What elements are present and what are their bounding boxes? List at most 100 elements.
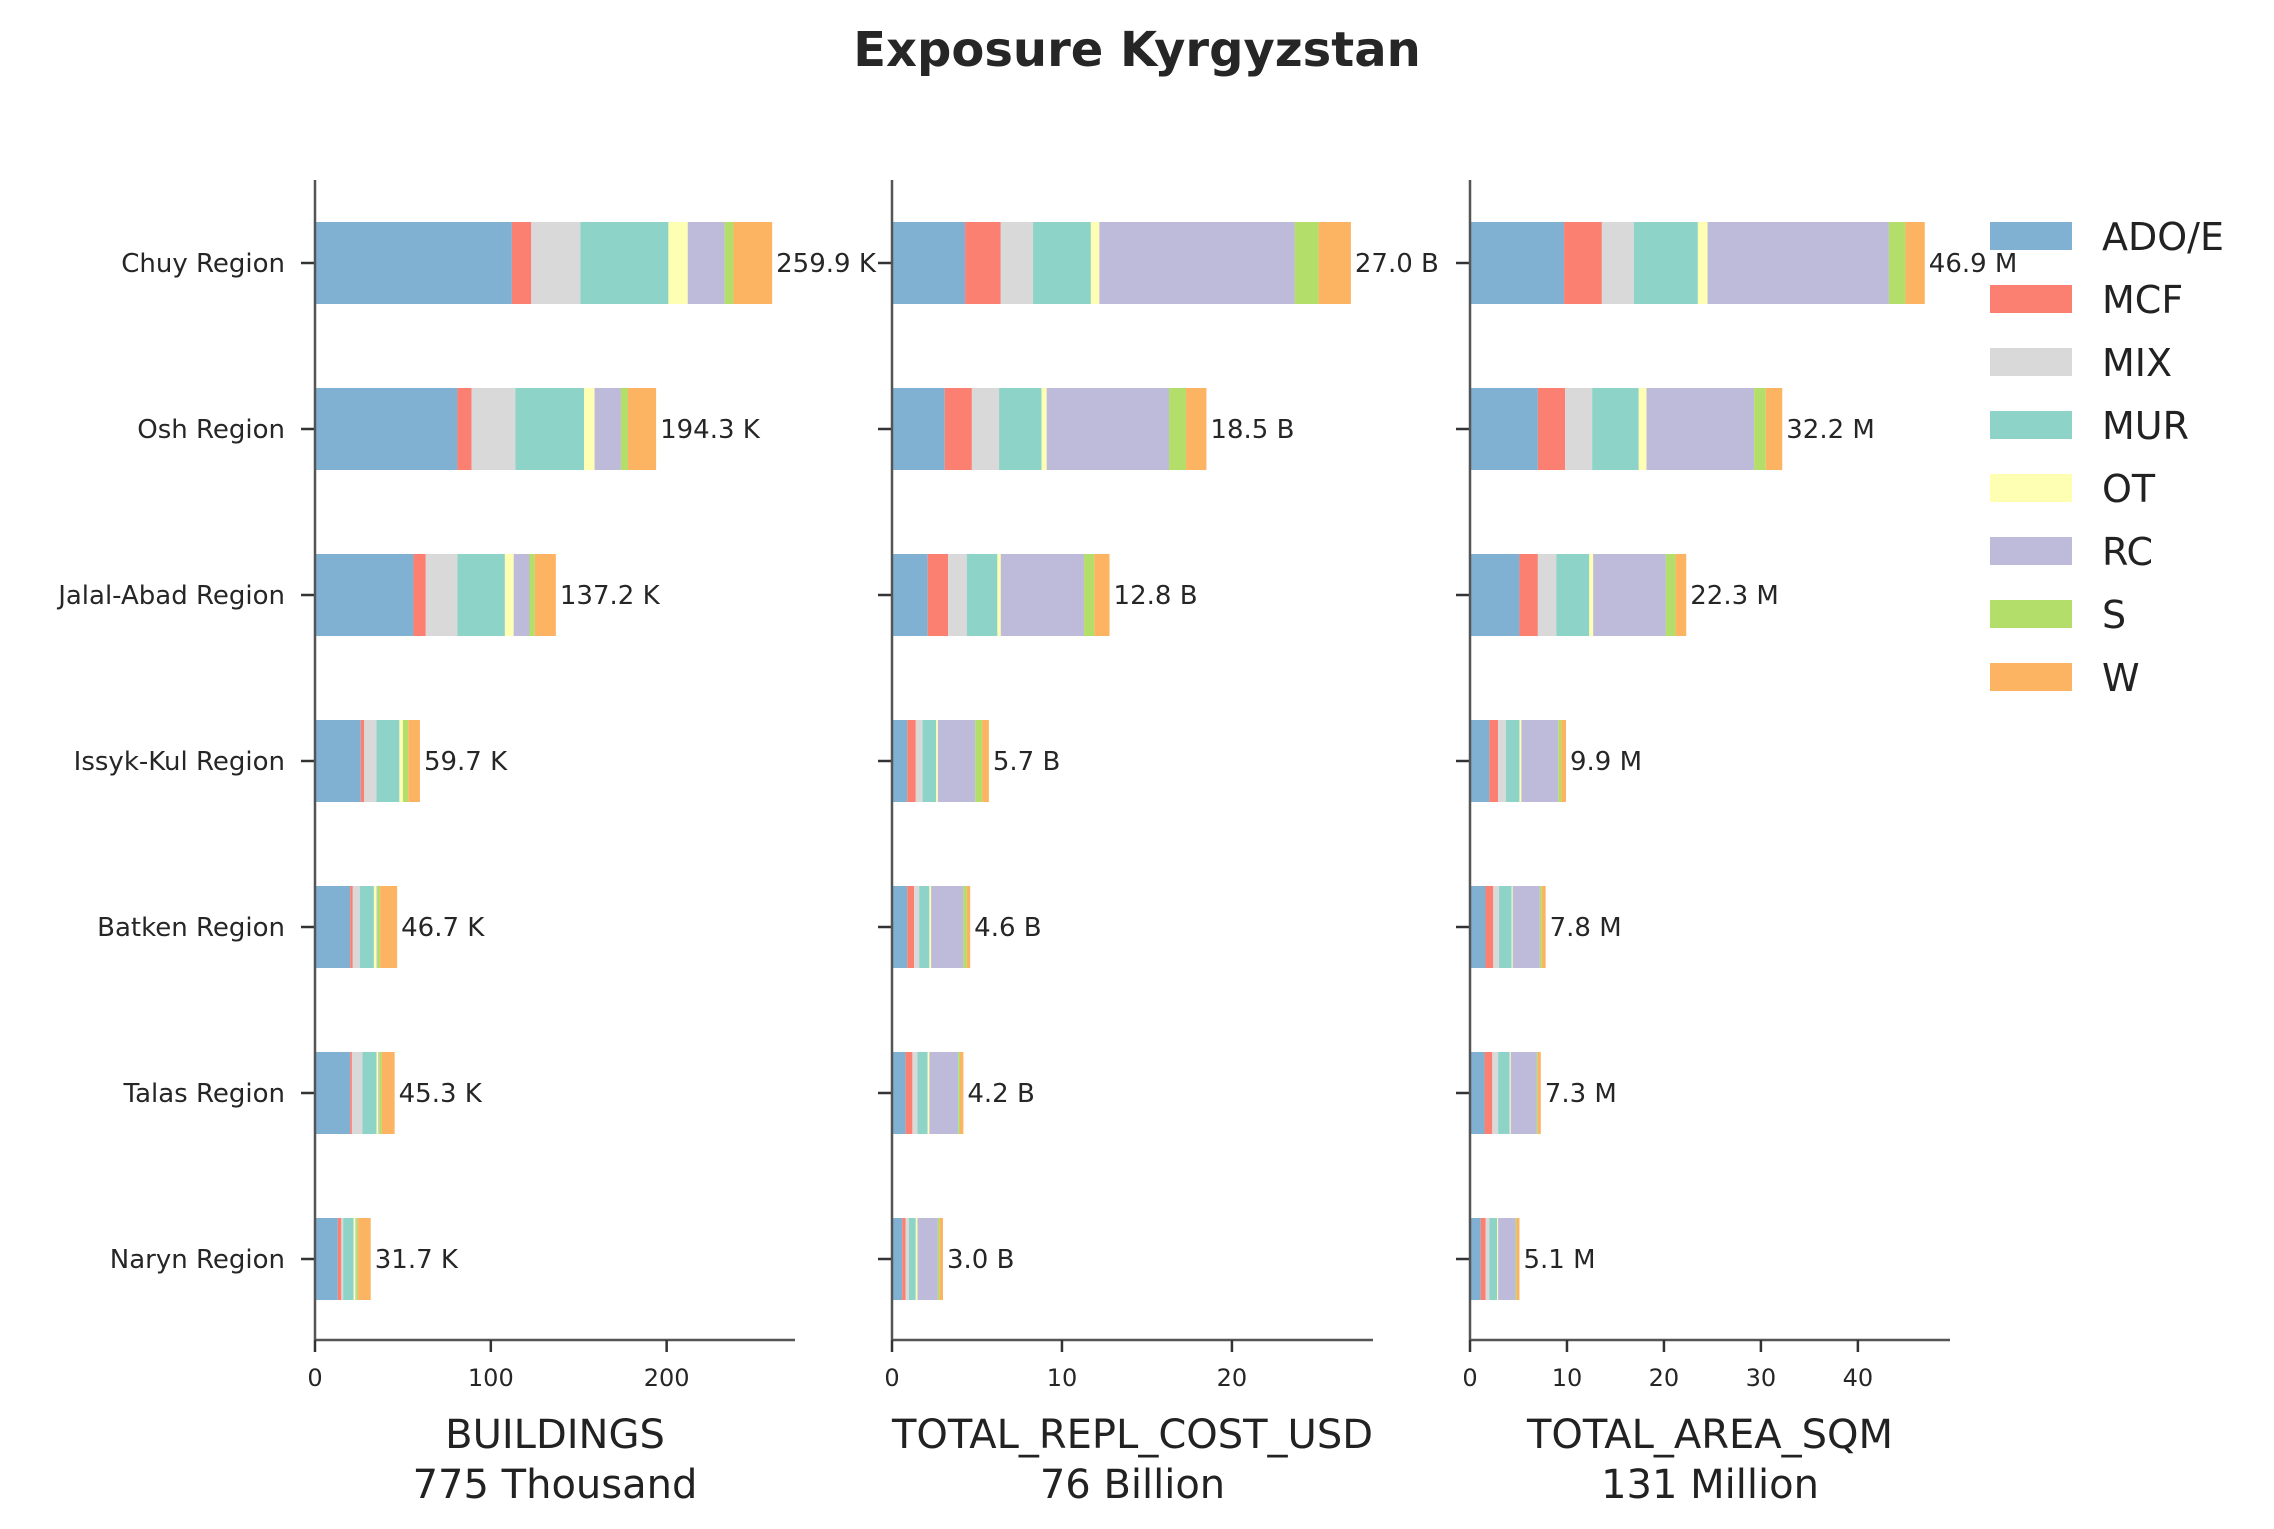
bar-total-label: 45.3 K [399, 1079, 483, 1109]
bar-segment-mix [1537, 554, 1557, 636]
bar-segment-rc [1521, 720, 1559, 802]
x-tick-label: 100 [468, 1364, 514, 1392]
bar-segment-w [1905, 222, 1925, 304]
bar-segment-ado-e [1470, 1052, 1485, 1134]
bar-segment-ot [1589, 554, 1594, 636]
bar-segment-ado-e [1470, 222, 1565, 304]
bar-segment-w [381, 1052, 395, 1134]
bar-total-label: 7.3 M [1545, 1079, 1617, 1109]
bar-segment-w [408, 720, 420, 802]
category-label: Talas Region [123, 1079, 285, 1109]
bar-segment-s [1536, 1052, 1538, 1134]
legend-swatch [1990, 663, 2072, 691]
bar-segment-w [1561, 720, 1566, 802]
bar-segment-rc [937, 720, 976, 802]
bar-segment-rc [1512, 886, 1540, 968]
bar-segment-w [358, 1218, 371, 1300]
bar-segment-w [1186, 388, 1207, 470]
bar-segment-mur [1498, 1052, 1510, 1134]
bar-segment-mur [343, 1218, 354, 1300]
bar-segment-rc [594, 388, 621, 470]
bar-segment-mcf [907, 720, 916, 802]
bar-segment-ado-e [315, 1052, 351, 1134]
bar-segment-s [1558, 720, 1562, 802]
x-tick-label: 0 [884, 1364, 899, 1392]
category-label: Issyk-Kul Region [74, 747, 285, 777]
bar-segment-s [1665, 554, 1676, 636]
bar-segment-ot [1697, 222, 1708, 304]
x-tick-label: 200 [644, 1364, 690, 1392]
bar-segment-mcf [905, 1052, 913, 1134]
bar-segment-s [963, 886, 967, 968]
bar-segment-w [627, 388, 657, 470]
bar-segment-mur [1499, 886, 1512, 968]
bar-segment-ado-e [892, 554, 928, 636]
bar-segment-mix [364, 720, 377, 802]
bar-segment-mix [341, 1218, 344, 1300]
bar-segment-s [1888, 222, 1906, 304]
category-label: Osh Region [137, 415, 285, 445]
bar-segment-mcf [1480, 1218, 1486, 1300]
bar-segment-ado-e [1470, 554, 1520, 636]
bar-segment-ado-e [315, 1218, 338, 1300]
bar-segment-w [1318, 222, 1351, 304]
bar-segment-s [1294, 222, 1319, 304]
category-label: Jalal-Abad Region [56, 581, 285, 611]
bar-segment-ot [1638, 388, 1647, 470]
x-axis-subtitle: 775 Thousand [413, 1462, 698, 1508]
chart-legend: ADO/E MCF MIX MUR OT RC SW [1990, 215, 2224, 700]
panel-1: 259.9 K Chuy Region 194.3 K Osh Region 137.2… [56, 180, 877, 1508]
bar-segment-ado-e [315, 222, 512, 304]
bar-segment-w [1516, 1218, 1520, 1300]
bar-segment-ado-e [315, 720, 361, 802]
bar-segment-mix [1601, 222, 1634, 304]
legend-swatch [1990, 537, 2072, 565]
bar-segment-w [380, 886, 398, 968]
bar-segment-mur [1633, 222, 1698, 304]
bar-segment-mcf [1484, 1052, 1493, 1134]
bar-total-label: 4.2 B [967, 1079, 1034, 1109]
bar-segment-s [1754, 388, 1766, 470]
bar-segment-s [1539, 886, 1542, 968]
bar-segment-ado-e [1470, 886, 1486, 968]
bar-segment-mix [1565, 388, 1593, 470]
bar-segment-mix [915, 720, 923, 802]
bar-segment-mix [912, 1052, 918, 1134]
bar-segment-mix [1492, 1052, 1499, 1134]
category-label: Chuy Region [121, 249, 285, 279]
bar-segment-mix [905, 1218, 909, 1300]
legend-label: MUR [2102, 404, 2189, 448]
bar-segment-mcf [902, 1218, 906, 1300]
bar-segment-ot [915, 1218, 918, 1300]
bar-segment-s [1515, 1218, 1517, 1300]
bar-segment-mcf [1519, 554, 1538, 636]
legend-label: W [2102, 656, 2140, 700]
bar-segment-mix [352, 886, 360, 968]
bar-segment-mcf [350, 886, 353, 968]
bar-segment-mcf [965, 222, 1001, 304]
bar-segment-mix [531, 222, 581, 304]
bar-segment-mur [922, 720, 937, 802]
bar-segment-ado-e [892, 1218, 903, 1300]
x-tick-label: 30 [1746, 1364, 1777, 1392]
panel-2: 27.0 B 18.5 B 12.8 B 5.7 B 4.6 B 4.2 B 3.0 B 0 1… [878, 180, 1439, 1508]
bar-segment-rc [687, 222, 725, 304]
bar-segment-mix [948, 554, 967, 636]
legend-label: RC [2102, 530, 2153, 574]
bar-segment-s [379, 1052, 382, 1134]
bar-segment-mur [1592, 388, 1639, 470]
bar-segment-mix [1493, 886, 1500, 968]
bar-segment-w [939, 1218, 943, 1300]
bar-segment-mcf [413, 554, 426, 636]
bar-segment-w [966, 886, 971, 968]
bar-segment-mur [919, 886, 930, 968]
bar-segment-mcf [944, 388, 972, 470]
bar-segment-ot [927, 1052, 930, 1134]
bar-segment-s [356, 1218, 359, 1300]
bar-segment-ado-e [1470, 720, 1490, 802]
bar-segment-mcf [927, 554, 949, 636]
legend-label: ADO/E [2102, 215, 2224, 259]
bar-segment-mix [471, 388, 516, 470]
bar-segment-mur [359, 886, 374, 968]
